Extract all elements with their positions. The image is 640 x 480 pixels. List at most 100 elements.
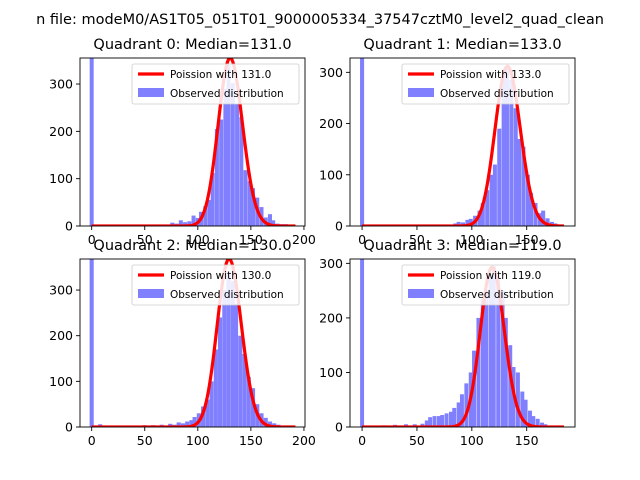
- legend-patch-swatch: [138, 88, 164, 97]
- histogram-bar: [508, 345, 513, 427]
- histogram-bar: [529, 192, 534, 226]
- legend-label-poisson: Poission with 133.0: [440, 69, 541, 81]
- plot-area: [89, 259, 296, 427]
- histogram-bar: [464, 383, 469, 427]
- y-tick-label: 200: [49, 328, 73, 343]
- histogram-bar: [420, 423, 425, 427]
- histogram-bar: [436, 416, 441, 427]
- histogram-bar: [485, 190, 490, 226]
- histogram-bar: [233, 303, 239, 427]
- histogram-bar: [533, 202, 538, 226]
- histogram-bar: [444, 413, 449, 427]
- histogram-bar: [456, 221, 461, 226]
- y-tick-label: 100: [49, 374, 73, 389]
- histogram-bar: [488, 277, 493, 427]
- histogram-bar: [480, 298, 485, 427]
- histogram-bar: [540, 422, 545, 427]
- histogram-bar: [424, 420, 429, 427]
- x-tick-label: 50: [137, 433, 153, 448]
- histogram-bar: [250, 188, 256, 226]
- histogram-bar: [504, 67, 509, 226]
- x-tick-label: 0: [88, 232, 96, 247]
- histogram-bar: [500, 290, 505, 427]
- histogram-bar: [209, 381, 214, 427]
- histogram-bar: [235, 103, 240, 226]
- legend-patch-swatch: [408, 289, 434, 298]
- y-tick-label: 0: [335, 420, 343, 435]
- histogram-bar: [203, 206, 208, 226]
- axes-frame: [79, 258, 306, 428]
- histogram-bar: [218, 317, 223, 427]
- histogram-bar: [484, 290, 489, 427]
- histogram-bar: [187, 221, 192, 226]
- histogram-bar: [360, 58, 365, 226]
- histogram-bar: [242, 353, 247, 427]
- x-tick-label: 50: [409, 433, 425, 448]
- histogram-bar: [523, 399, 528, 427]
- y-tick-label: 0: [65, 420, 73, 435]
- subplot-title: Quadrant 3: Median=119.0: [363, 238, 561, 254]
- poisson-line: [91, 58, 296, 226]
- histogram-bar: [183, 222, 188, 226]
- histogram-bar: [541, 210, 546, 226]
- subplot-quadrant-0: 0 50 100 150 200 0 100 200 300 Quadrant 0: Median…: [49, 37, 316, 247]
- legend-label-observed: Observed distribution: [440, 88, 554, 100]
- histogram-bar: [456, 402, 461, 427]
- figure-suptitle: n file: modeM0/AS1T05_051T01_9000005334_…: [36, 12, 604, 28]
- histogram-bar: [226, 271, 231, 427]
- histogram-bar: [509, 80, 514, 226]
- legend-box: [401, 63, 570, 105]
- histogram-bar: [459, 394, 464, 427]
- histogram-bar: [497, 128, 502, 226]
- histogram-bar: [492, 164, 497, 226]
- histogram-bar: [535, 418, 540, 427]
- x-tick-label: 100: [460, 232, 484, 247]
- histogram-bar: [461, 222, 466, 226]
- histogram-bar: [267, 214, 272, 226]
- histogram-bar: [230, 280, 235, 427]
- y-tick-label: 300: [319, 256, 343, 271]
- histogram-bar: [440, 415, 445, 427]
- y-tick-label: 0: [335, 219, 343, 234]
- histogram-bar: [213, 349, 218, 427]
- histogram-bar: [219, 119, 224, 226]
- histogram-bar: [230, 83, 235, 226]
- x-tick-label: 100: [186, 433, 210, 448]
- legend-box: [131, 264, 300, 306]
- subplot-quadrant-2: 0 50 100 150 200 0 100 200 300 Quadrant 2: Median…: [49, 238, 316, 448]
- histogram-bar: [476, 317, 481, 427]
- histogram-bar: [501, 77, 506, 226]
- histogram-bar: [528, 410, 532, 427]
- x-tick-label: 200: [292, 232, 316, 247]
- histogram-bar: [247, 181, 252, 226]
- x-tick-label: 100: [460, 433, 484, 448]
- histogram-bar: [89, 259, 94, 427]
- histogram-bar: [226, 65, 231, 226]
- histogram-bar: [170, 222, 175, 226]
- legend-label-poisson: Poission with 131.0: [170, 69, 271, 81]
- y-tick-label: 100: [319, 167, 343, 182]
- histogram-bar: [489, 174, 494, 226]
- histogram-bar: [178, 220, 183, 226]
- histogram-bar: [180, 423, 186, 427]
- histogram-bar: [89, 58, 94, 226]
- x-tick-label: 0: [358, 232, 366, 247]
- histogram-bar: [503, 317, 508, 427]
- axes-frame: [79, 57, 306, 227]
- histogram-bar: [449, 411, 453, 427]
- histogram-bar: [238, 335, 243, 427]
- histogram-bar: [477, 210, 482, 226]
- histogram-bar: [531, 416, 536, 427]
- histogram-bar: [468, 218, 473, 226]
- histogram-bar: [189, 420, 194, 427]
- x-tick-label: 200: [292, 433, 316, 448]
- histogram-bar: [465, 219, 470, 226]
- subplot-quadrant-3: 0 50 100 150 0 100 200 300 Quadrant 3: Median=11…: [319, 238, 576, 448]
- histogram-bar: [521, 146, 526, 226]
- x-tick-label: 0: [358, 433, 366, 448]
- histogram-bar: [525, 174, 530, 226]
- histogram-bar: [520, 391, 525, 427]
- y-tick-label: 0: [65, 219, 73, 234]
- histogram-bar: [192, 416, 197, 427]
- histogram-bar: [491, 266, 496, 427]
